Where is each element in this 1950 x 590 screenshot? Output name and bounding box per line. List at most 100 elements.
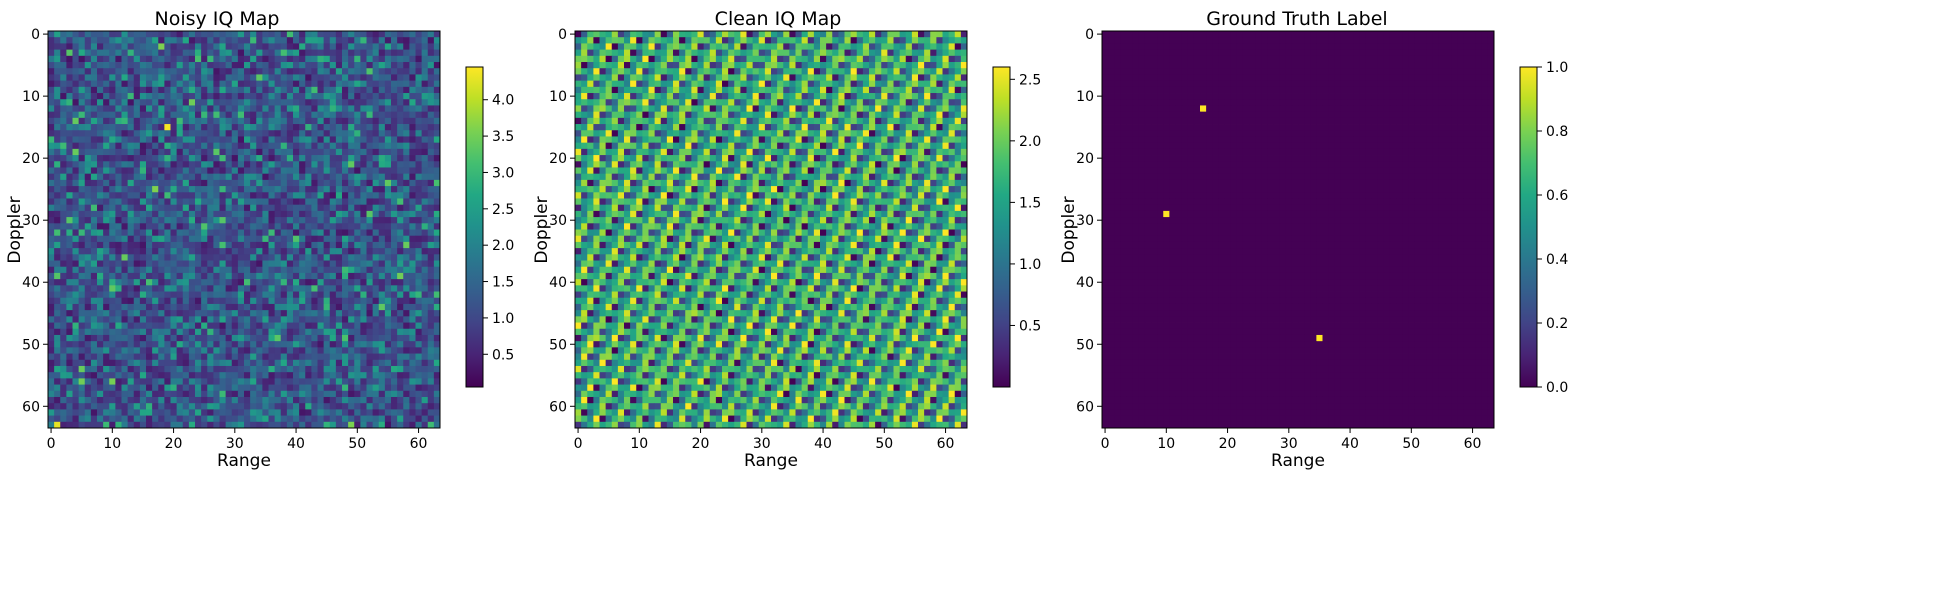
heatmap-cell <box>60 297 67 305</box>
heatmap-cell <box>366 217 374 224</box>
heatmap-cell <box>97 105 104 113</box>
heatmap-cell <box>372 341 380 348</box>
heatmap-cell <box>789 55 796 63</box>
heatmap-cell <box>48 409 55 416</box>
heatmap-cell <box>182 155 190 162</box>
heatmap-cell <box>421 192 429 199</box>
heatmap-cell <box>207 409 214 416</box>
heatmap-cell <box>176 390 184 398</box>
heatmap-cell <box>409 365 416 373</box>
heatmap-cell <box>164 334 171 342</box>
heatmap-cell <box>391 254 398 261</box>
heatmap-cell <box>342 241 349 249</box>
heatmap-cell <box>850 43 858 51</box>
heatmap-cell <box>66 117 73 125</box>
heatmap-cell <box>201 148 208 156</box>
heatmap-cell <box>869 55 876 63</box>
heatmap-cell <box>783 105 790 113</box>
heatmap-cell <box>403 99 410 106</box>
heatmap-cell <box>103 62 110 69</box>
heatmap-cell <box>60 260 67 268</box>
heatmap-cell <box>133 210 141 218</box>
heatmap-cell <box>60 248 67 255</box>
heatmap-cell <box>372 328 380 336</box>
heatmap-cell <box>237 310 245 317</box>
heatmap-cell <box>746 93 754 100</box>
heatmap-cell <box>170 167 178 175</box>
heatmap-cell <box>207 186 214 193</box>
heatmap-cell <box>268 279 276 286</box>
heatmap-cell <box>918 43 925 51</box>
heatmap-cell <box>305 241 312 249</box>
heatmap-cell <box>409 136 416 144</box>
heatmap-cell <box>244 316 251 323</box>
heatmap-cell <box>372 124 380 131</box>
heatmap-cell <box>207 43 214 51</box>
heatmap-cell <box>433 86 441 94</box>
heatmap-cell <box>274 31 282 38</box>
heatmap-cell <box>231 217 239 224</box>
heatmap-cell <box>78 86 86 94</box>
heatmap-cell <box>384 55 392 63</box>
heatmap-cell <box>409 229 416 237</box>
heatmap-cell <box>127 341 135 348</box>
heatmap-cell <box>954 31 962 38</box>
heatmap-cell <box>182 297 190 305</box>
colorbar-tick-label: 2.5 <box>492 202 514 218</box>
heatmap-cell <box>415 272 423 280</box>
heatmap-cell <box>158 241 165 249</box>
heatmap-cell <box>103 303 110 311</box>
heatmap-cell <box>838 49 845 57</box>
heatmap-cell <box>936 93 943 100</box>
heatmap-cell <box>250 229 257 237</box>
heatmap-cell <box>78 316 86 323</box>
heatmap-cell <box>740 74 747 82</box>
heatmap-cell <box>862 62 870 69</box>
heatmap-cell <box>60 186 67 193</box>
heatmap-cell <box>660 62 668 69</box>
heatmap-cell <box>360 272 367 280</box>
heatmap-cell <box>201 161 208 168</box>
heatmap-cell <box>164 124 171 131</box>
heatmap-cell <box>311 161 318 168</box>
heatmap-cell <box>323 179 331 187</box>
heatmap-cell <box>66 136 73 144</box>
heatmap-cell <box>152 105 159 113</box>
heatmap-cell <box>311 130 318 137</box>
heatmap-cell <box>813 74 821 82</box>
heatmap-cell <box>415 285 423 292</box>
heatmap-cell <box>54 266 61 274</box>
heatmap-cell <box>48 248 55 255</box>
heatmap-cell <box>195 192 202 199</box>
heatmap-cell <box>403 291 410 299</box>
heatmap-cell <box>415 328 423 336</box>
heatmap-cell <box>66 198 73 206</box>
heatmap-cell <box>213 55 220 63</box>
heatmap-cell <box>170 347 178 354</box>
heatmap-cell <box>617 111 625 119</box>
heatmap-cell <box>133 217 141 224</box>
heatmap-cell <box>342 179 349 187</box>
heatmap-cell <box>311 279 318 286</box>
heatmap-cell <box>78 74 86 82</box>
heatmap-cell <box>231 31 239 38</box>
heatmap-cell <box>115 229 122 237</box>
heatmap-cell <box>90 396 98 404</box>
heatmap-cell <box>427 62 435 69</box>
heatmap-cell <box>728 37 735 44</box>
heatmap-cell <box>342 173 349 181</box>
heatmap-cell <box>262 124 269 131</box>
heatmap-cell <box>231 93 239 100</box>
heatmap-cell <box>391 74 398 82</box>
heatmap-cell <box>293 86 300 94</box>
heatmap-cell <box>182 86 190 94</box>
heatmap-cell <box>366 37 374 44</box>
heatmap-cell <box>630 111 637 119</box>
heatmap-cell <box>924 74 931 82</box>
heatmap-cell <box>121 161 129 168</box>
heatmap-cell <box>850 86 858 94</box>
heatmap-cell <box>84 105 92 113</box>
heatmap-cell <box>403 68 410 75</box>
heatmap-cell <box>176 365 184 373</box>
heatmap-cell <box>48 43 55 51</box>
